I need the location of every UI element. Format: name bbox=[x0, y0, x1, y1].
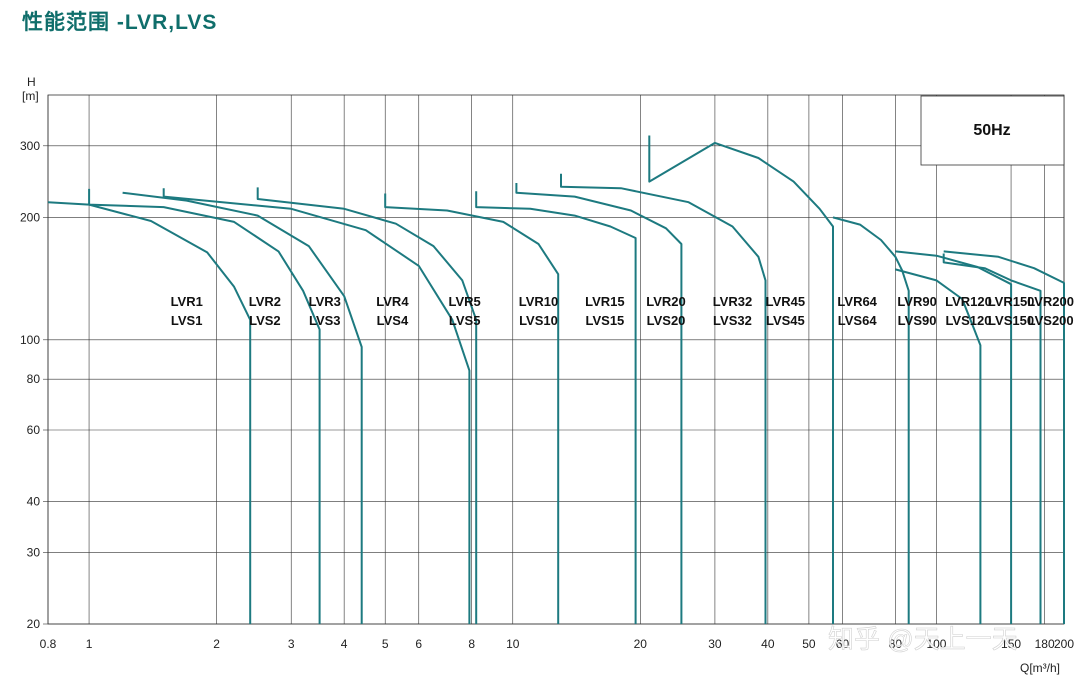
x-tick-label: 150 bbox=[1001, 637, 1021, 651]
x-tick-label: 40 bbox=[761, 637, 775, 651]
series-line bbox=[515, 183, 683, 624]
plot-frame bbox=[47, 94, 1065, 625]
y-axis-unit: [m] bbox=[22, 89, 39, 103]
x-tick-label: 6 bbox=[415, 637, 422, 651]
series-line bbox=[47, 201, 252, 624]
series-line bbox=[832, 216, 910, 624]
series-line bbox=[560, 173, 767, 624]
series-line bbox=[942, 253, 1042, 624]
model-label: LVS4 bbox=[377, 313, 409, 328]
page-title: 性能范围 -LVR,LVS bbox=[22, 11, 218, 34]
model-label: LVS2 bbox=[249, 313, 281, 328]
x-tick-label: 50 bbox=[802, 637, 816, 651]
x-tick-label: 10 bbox=[506, 637, 520, 651]
model-label: LVS1 bbox=[171, 313, 203, 328]
series-line bbox=[648, 135, 834, 624]
y-axis-label: H bbox=[27, 75, 36, 89]
x-tick-label: 8 bbox=[468, 637, 475, 651]
model-label: LVS32 bbox=[713, 313, 752, 328]
series-line bbox=[895, 268, 982, 624]
x-tick-label: 2 bbox=[213, 637, 220, 651]
frequency-box-frame bbox=[920, 95, 1065, 166]
model-label: LVR4 bbox=[376, 294, 409, 309]
model-label: LVR200 bbox=[1027, 294, 1074, 309]
watermark-text: 知乎 @天上一天 bbox=[828, 624, 1018, 654]
x-tick-label: 20 bbox=[634, 637, 648, 651]
series-line bbox=[384, 193, 560, 624]
y-tick-label: 40 bbox=[27, 495, 41, 509]
series-line bbox=[256, 187, 478, 624]
model-label: LVS90 bbox=[898, 313, 937, 328]
y-tick-label: 60 bbox=[27, 423, 41, 437]
curves bbox=[47, 135, 1065, 624]
y-tick-label: 300 bbox=[20, 139, 40, 153]
model-label: LVS20 bbox=[647, 313, 686, 328]
x-tick-label: 0.8 bbox=[40, 637, 57, 651]
x-tick-label: 3 bbox=[288, 637, 295, 651]
model-label: LVS200 bbox=[1028, 313, 1074, 328]
x-tick-label: 100 bbox=[926, 637, 946, 651]
model-label: LVR20 bbox=[646, 294, 686, 309]
model-label: LVR5 bbox=[449, 294, 481, 309]
model-label: LVR45 bbox=[766, 294, 806, 309]
model-label: LVR64 bbox=[837, 294, 877, 309]
model-label: LVR120 bbox=[945, 294, 992, 309]
model-label: LVR32 bbox=[713, 294, 753, 309]
model-label: LVR2 bbox=[249, 294, 281, 309]
model-label: LVS45 bbox=[766, 313, 805, 328]
series-line bbox=[475, 191, 637, 624]
x-tick-label: 60 bbox=[836, 637, 850, 651]
model-label: LVS64 bbox=[838, 313, 878, 328]
model-label: LVR1 bbox=[171, 294, 203, 309]
model-label: LVS10 bbox=[519, 313, 558, 328]
model-label: LVR15 bbox=[585, 294, 625, 309]
model-label: LVS5 bbox=[449, 313, 481, 328]
model-label: LVS3 bbox=[309, 313, 341, 328]
model-label: LVS120 bbox=[945, 313, 991, 328]
x-tick-label: 1 bbox=[86, 637, 93, 651]
y-tick-label: 80 bbox=[27, 372, 41, 386]
y-tick-label: 30 bbox=[27, 545, 41, 559]
x-tick-label: 30 bbox=[708, 637, 722, 651]
model-label: LVS150 bbox=[988, 313, 1034, 328]
y-tick-label: 100 bbox=[20, 333, 40, 347]
frequency-label: 50Hz bbox=[973, 122, 1010, 139]
axes: 0.8 1 2 3 4 5 6 8 10 20 30 40 50 60 80 100 150 180 2002030… bbox=[20, 75, 1074, 675]
model-labels: LVR1 LVS1 LVR2 LVS2 LVR3 LVS3 LVR4 LVS4 LVR5 LVS5… bbox=[171, 294, 1074, 328]
x-tick-label: 4 bbox=[341, 637, 348, 651]
grid bbox=[43, 94, 1065, 625]
frequency-box: 50Hz bbox=[920, 95, 1065, 166]
x-tick-label: 5 bbox=[382, 637, 389, 651]
x-axis-label: Q[m³/h] bbox=[1020, 661, 1060, 675]
x-tick-label: 180 bbox=[1035, 637, 1055, 651]
x-tick-label: 80 bbox=[889, 637, 903, 651]
y-tick-label: 200 bbox=[20, 210, 40, 224]
model-label: LVR150 bbox=[988, 294, 1035, 309]
series-line bbox=[162, 188, 471, 624]
series-line bbox=[122, 191, 363, 624]
y-tick-label: 20 bbox=[27, 617, 41, 631]
series-line bbox=[943, 250, 1065, 624]
model-label: LVS15 bbox=[586, 313, 625, 328]
model-label: LVR90 bbox=[897, 294, 937, 309]
model-label: LVR3 bbox=[309, 294, 341, 309]
x-tick-label: 200 bbox=[1054, 637, 1074, 651]
series-line bbox=[88, 188, 321, 624]
model-label: LVR10 bbox=[519, 294, 559, 309]
